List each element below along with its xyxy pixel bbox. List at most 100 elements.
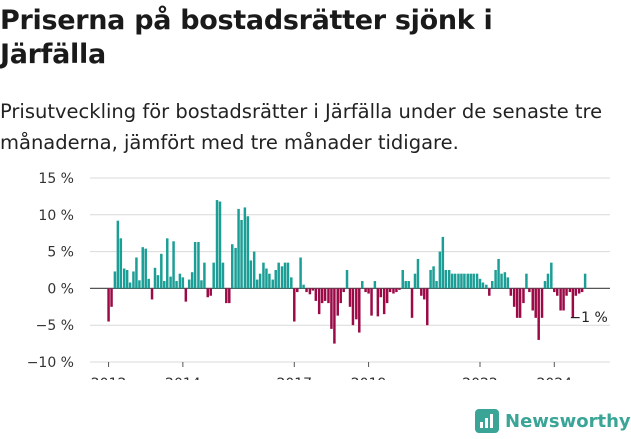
bar bbox=[522, 288, 525, 304]
bar bbox=[327, 288, 330, 304]
bar bbox=[200, 280, 203, 289]
bar bbox=[323, 288, 327, 301]
x-tick-label: 2014 bbox=[165, 376, 201, 380]
bar bbox=[379, 288, 383, 298]
bar bbox=[190, 272, 194, 289]
bar bbox=[420, 288, 423, 296]
bar bbox=[169, 276, 172, 289]
bar bbox=[160, 253, 163, 289]
bar bbox=[286, 262, 290, 289]
bar bbox=[218, 201, 222, 289]
bar bbox=[392, 288, 395, 294]
bar bbox=[116, 220, 120, 289]
bar bbox=[509, 288, 513, 296]
bar bbox=[209, 288, 212, 296]
bar bbox=[460, 273, 463, 289]
bar bbox=[556, 288, 559, 296]
bar bbox=[150, 288, 154, 300]
bar bbox=[293, 288, 296, 322]
bar bbox=[550, 262, 553, 289]
annotations: −1 % bbox=[569, 310, 607, 326]
bar bbox=[268, 273, 271, 289]
bar bbox=[355, 288, 358, 320]
bar bbox=[153, 267, 157, 289]
bar bbox=[376, 288, 380, 317]
bar bbox=[453, 273, 457, 289]
bar bbox=[491, 281, 494, 289]
bar bbox=[119, 238, 123, 289]
bar bbox=[246, 216, 250, 289]
bar bbox=[311, 288, 315, 291]
bar bbox=[215, 200, 219, 289]
bar bbox=[571, 288, 575, 318]
bar bbox=[290, 277, 293, 289]
bar bbox=[540, 288, 544, 318]
bar bbox=[277, 262, 280, 289]
bar bbox=[231, 244, 234, 289]
bar bbox=[206, 288, 209, 298]
bar bbox=[534, 288, 537, 318]
bar bbox=[568, 288, 572, 293]
bar bbox=[308, 288, 312, 295]
bar bbox=[410, 288, 414, 318]
bar bbox=[339, 288, 342, 304]
bar bbox=[373, 281, 377, 289]
y-tick-label: −5 % bbox=[36, 318, 74, 334]
bar bbox=[274, 270, 277, 289]
bar bbox=[463, 273, 466, 289]
bar bbox=[518, 288, 522, 318]
bar bbox=[370, 288, 373, 316]
bar bbox=[107, 288, 110, 322]
x-tick-label: 2012 bbox=[91, 376, 127, 380]
y-tick-label: −10 % bbox=[27, 355, 74, 371]
bar bbox=[212, 262, 215, 289]
bar bbox=[553, 288, 556, 293]
bar bbox=[197, 242, 200, 289]
bar bbox=[562, 288, 565, 311]
bar bbox=[348, 288, 352, 307]
bar bbox=[407, 281, 410, 289]
bar bbox=[255, 279, 259, 289]
brand-name: Newsworthy bbox=[505, 410, 631, 432]
bar bbox=[580, 288, 584, 293]
bar bbox=[225, 288, 228, 304]
y-tick-label: 15 % bbox=[38, 171, 74, 187]
x-axis-labels: 2012 2014 2017 2019 2022 2024 bbox=[91, 362, 572, 380]
bar bbox=[345, 270, 349, 289]
bar bbox=[178, 273, 182, 289]
bar bbox=[503, 272, 507, 289]
bar bbox=[125, 270, 129, 289]
bar bbox=[565, 288, 568, 296]
bar bbox=[156, 275, 160, 289]
bar bbox=[506, 277, 510, 289]
bar bbox=[252, 251, 256, 289]
bar bbox=[317, 288, 321, 315]
bar bbox=[444, 270, 448, 289]
bar bbox=[416, 258, 420, 289]
bar bbox=[450, 273, 454, 289]
bar bbox=[193, 242, 197, 289]
bar bbox=[367, 288, 370, 294]
bar bbox=[240, 219, 243, 289]
bar bbox=[413, 273, 417, 289]
bar bbox=[258, 273, 262, 289]
bar bbox=[330, 288, 333, 329]
bar bbox=[283, 262, 287, 289]
bar bbox=[429, 270, 432, 289]
bar bbox=[388, 288, 392, 293]
bars bbox=[107, 200, 587, 344]
chart-subtitle: Prisutveckling för bostadsrätter i Järfä… bbox=[0, 100, 603, 154]
bar bbox=[187, 279, 191, 289]
bar bbox=[364, 288, 367, 293]
y-tick-label: 0 % bbox=[47, 281, 74, 297]
bar bbox=[475, 273, 479, 289]
bar bbox=[481, 282, 485, 289]
bar bbox=[237, 208, 240, 289]
y-axis-labels: 15 % 10 % 5 % 0 % −5 % −10 % bbox=[27, 171, 74, 371]
bar bbox=[441, 236, 445, 289]
bar bbox=[382, 288, 386, 315]
bar bbox=[404, 281, 407, 289]
bar bbox=[333, 288, 336, 344]
bar bbox=[485, 284, 488, 289]
bar bbox=[342, 288, 345, 293]
